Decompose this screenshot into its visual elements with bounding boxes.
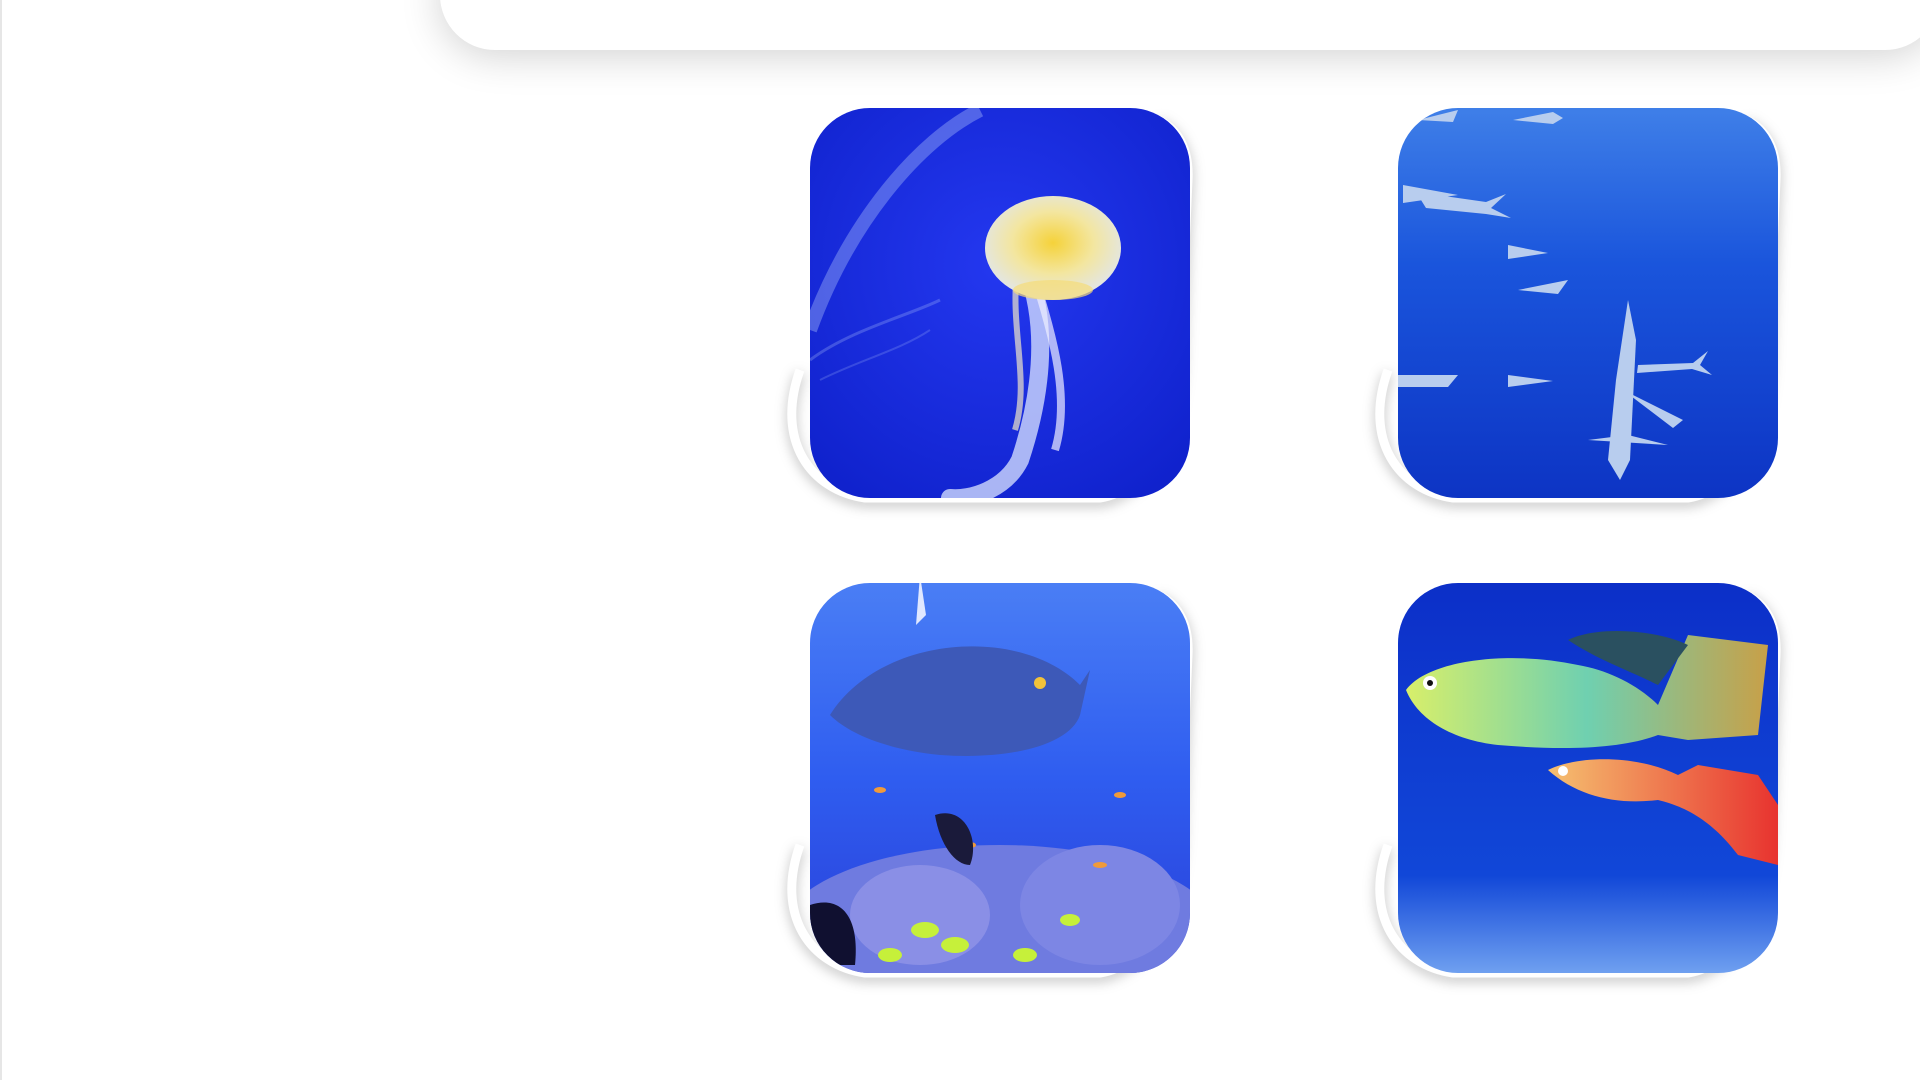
left-edge-divider bbox=[0, 0, 2, 1080]
top-banner-shadow bbox=[440, 0, 1920, 50]
tile-jellyfish bbox=[770, 100, 1193, 510]
guppies-photo bbox=[1375, 583, 1781, 978]
reef-fish-photo bbox=[787, 583, 1193, 978]
tile-sharks bbox=[1358, 100, 1781, 510]
tile-reef-fish bbox=[770, 575, 1193, 985]
tile-guppies bbox=[1358, 575, 1781, 985]
sharks-photo bbox=[1375, 108, 1781, 503]
jellyfish-photo bbox=[787, 108, 1193, 503]
